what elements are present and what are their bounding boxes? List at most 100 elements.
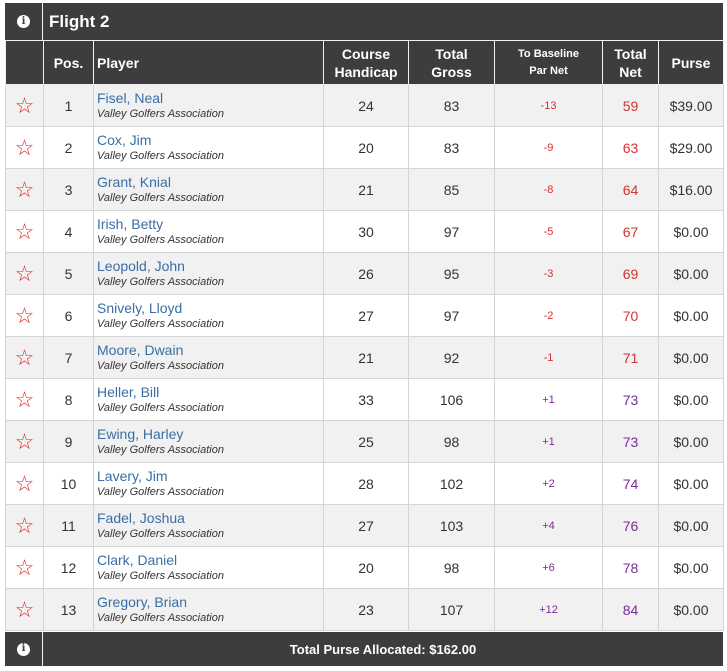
footer-bar: i Total Purse Allocated: $162.00 — [5, 632, 723, 666]
favorite-cell[interactable]: ☆ — [5, 588, 44, 631]
to-baseline-cell: +1 — [494, 378, 603, 421]
total-gross-column-header[interactable]: Total Gross — [408, 40, 495, 85]
player-name-link[interactable]: Grant, Knial — [97, 174, 171, 190]
footer-info-cell[interactable]: i — [5, 632, 43, 666]
favorite-cell[interactable]: ☆ — [5, 546, 44, 589]
total-gross-cell: 83 — [408, 126, 495, 169]
purse-cell: $29.00 — [658, 126, 724, 169]
table-row: ☆ 9 Ewing, Harley Valley Golfers Associatio… — [5, 420, 724, 463]
info-icon[interactable]: i — [17, 15, 30, 28]
star-outline-icon[interactable]: ☆ — [14, 470, 35, 496]
star-outline-icon[interactable]: ☆ — [14, 428, 35, 454]
player-club: Valley Golfers Association — [97, 108, 224, 120]
course-handicap-cell: 33 — [323, 378, 409, 421]
favorite-cell[interactable]: ☆ — [5, 126, 44, 169]
to-baseline-column-header[interactable]: To Baseline Par Net — [494, 40, 603, 85]
flight-title-bar: i Flight 2 — [5, 3, 723, 40]
to-baseline-cell: -13 — [494, 84, 603, 127]
player-cell: Clark, Daniel Valley Golfers Association — [93, 546, 324, 589]
player-name-link[interactable]: Heller, Bill — [97, 384, 160, 400]
pos-cell: 5 — [43, 252, 94, 295]
course-handicap-cell: 23 — [323, 588, 409, 631]
purse-cell: $0.00 — [658, 378, 724, 421]
player-name-link[interactable]: Moore, Dwain — [97, 342, 184, 358]
player-club: Valley Golfers Association — [97, 444, 224, 456]
player-club: Valley Golfers Association — [97, 234, 224, 246]
player-name-link[interactable]: Fadel, Joshua — [97, 510, 185, 526]
player-cell: Gregory, Brian Valley Golfers Association — [93, 588, 324, 631]
leaderboard: i Flight 2 Pos. Player Course Handicap To… — [5, 3, 724, 666]
player-cell: Irish, Betty Valley Golfers Association — [93, 210, 324, 253]
purse-cell: $39.00 — [658, 84, 724, 127]
favorite-cell[interactable]: ☆ — [5, 210, 44, 253]
favorite-cell[interactable]: ☆ — [5, 504, 44, 547]
star-outline-icon[interactable]: ☆ — [14, 176, 35, 202]
to-baseline-cell: +1 — [494, 420, 603, 463]
total-gross-cell: 106 — [408, 378, 495, 421]
purse-cell: $0.00 — [658, 294, 724, 337]
player-name-link[interactable]: Irish, Betty — [97, 216, 164, 232]
to-baseline-cell: -2 — [494, 294, 603, 337]
player-column-header[interactable]: Player — [93, 40, 324, 85]
info-icon[interactable]: i — [17, 642, 30, 656]
player-club: Valley Golfers Association — [97, 276, 224, 288]
favorite-cell[interactable]: ☆ — [5, 294, 44, 337]
total-net-cell: 70 — [602, 294, 659, 337]
player-name-link[interactable]: Fisel, Neal — [97, 90, 164, 106]
total-net-cell: 63 — [602, 126, 659, 169]
player-name-link[interactable]: Cox, Jim — [97, 132, 152, 148]
player-cell: Cox, Jim Valley Golfers Association — [93, 126, 324, 169]
star-outline-icon[interactable]: ☆ — [14, 92, 35, 118]
player-name-link[interactable]: Leopold, John — [97, 258, 185, 274]
favorite-cell[interactable]: ☆ — [5, 168, 44, 211]
favorite-column-header — [5, 40, 44, 85]
total-net-cell: 74 — [602, 462, 659, 505]
total-net-cell: 59 — [602, 84, 659, 127]
player-name-link[interactable]: Lavery, Jim — [97, 468, 168, 484]
pos-column-header[interactable]: Pos. — [43, 40, 94, 85]
player-name-link[interactable]: Ewing, Harley — [97, 426, 184, 442]
star-outline-icon[interactable]: ☆ — [14, 134, 35, 160]
table-row: ☆ 5 Leopold, John Valley Golfers Associatio… — [5, 252, 724, 295]
total-gross-cell: 98 — [408, 546, 495, 589]
favorite-cell[interactable]: ☆ — [5, 378, 44, 421]
total-gross-cell: 92 — [408, 336, 495, 379]
pos-cell: 13 — [43, 588, 94, 631]
purse-cell: $0.00 — [658, 420, 724, 463]
purse-column-header[interactable]: Purse — [658, 40, 724, 85]
player-name-link[interactable]: Gregory, Brian — [97, 594, 187, 610]
star-outline-icon[interactable]: ☆ — [14, 260, 35, 286]
title-info-cell[interactable]: i — [5, 3, 43, 40]
star-outline-icon[interactable]: ☆ — [14, 344, 35, 370]
player-club: Valley Golfers Association — [97, 570, 224, 582]
favorite-cell[interactable]: ☆ — [5, 252, 44, 295]
star-outline-icon[interactable]: ☆ — [14, 386, 35, 412]
star-outline-icon[interactable]: ☆ — [14, 218, 35, 244]
course-handicap-cell: 24 — [323, 84, 409, 127]
course-handicap-column-header[interactable]: Course Handicap — [323, 40, 409, 85]
star-outline-icon[interactable]: ☆ — [14, 512, 35, 538]
pos-cell: 6 — [43, 294, 94, 337]
favorite-cell[interactable]: ☆ — [5, 84, 44, 127]
player-name-link[interactable]: Clark, Daniel — [97, 552, 178, 568]
star-outline-icon[interactable]: ☆ — [14, 302, 35, 328]
table-row: ☆ 8 Heller, Bill Valley Golfers Association… — [5, 378, 724, 421]
total-net-cell: 67 — [602, 210, 659, 253]
total-net-column-header[interactable]: Total Net — [602, 40, 659, 85]
total-gross-cell: 97 — [408, 294, 495, 337]
player-cell: Lavery, Jim Valley Golfers Association — [93, 462, 324, 505]
favorite-cell[interactable]: ☆ — [5, 462, 44, 505]
favorite-cell[interactable]: ☆ — [5, 420, 44, 463]
favorite-cell[interactable]: ☆ — [5, 336, 44, 379]
total-net-cell: 71 — [602, 336, 659, 379]
player-name-link[interactable]: Snively, Lloyd — [97, 300, 183, 316]
pos-cell: 10 — [43, 462, 94, 505]
course-handicap-cell: 20 — [323, 546, 409, 589]
total-net-cell: 76 — [602, 504, 659, 547]
total-net-cell: 78 — [602, 546, 659, 589]
star-outline-icon[interactable]: ☆ — [14, 596, 35, 622]
purse-cell: $0.00 — [658, 546, 724, 589]
player-cell: Snively, Lloyd Valley Golfers Association — [93, 294, 324, 337]
purse-cell: $0.00 — [658, 588, 724, 631]
star-outline-icon[interactable]: ☆ — [14, 554, 35, 580]
